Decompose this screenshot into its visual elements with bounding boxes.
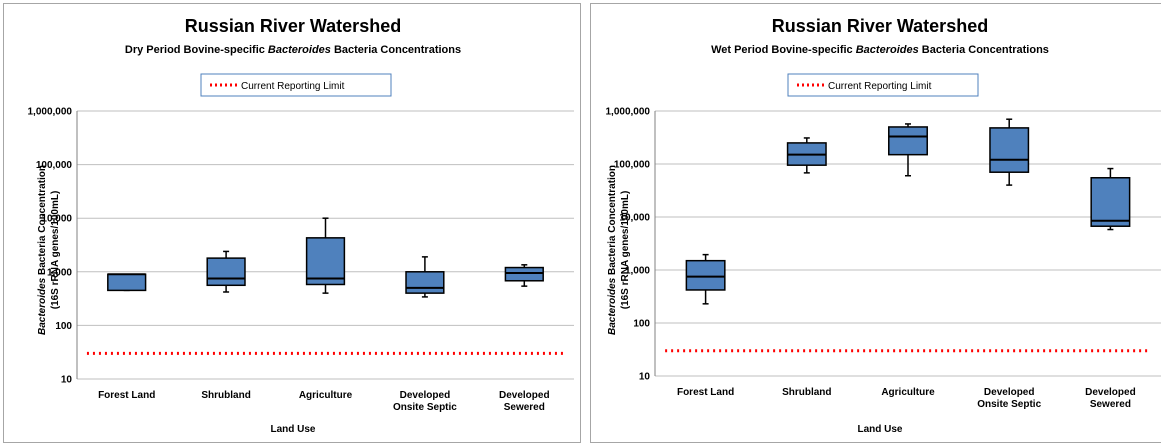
chart-svg-wet: Russian River Watershed Wet Period Bovin… <box>606 16 1161 435</box>
box <box>504 266 544 282</box>
y-axis-label: Bacteroides Bacteria Concentration <box>37 165 48 335</box>
y-tick-label: 10 <box>61 375 73 386</box>
chart-svg-dry: Russian River Watershed Dry Period Bovin… <box>28 16 574 435</box>
y-tick-label: 100,000 <box>36 160 73 171</box>
y-tick-label: 100,000 <box>614 160 651 171</box>
y-tick-label: 100 <box>633 319 650 330</box>
x-category-label: Developed <box>984 387 1035 398</box>
x-category-label: Shrubland <box>201 390 250 401</box>
x-category-label: Onsite Septic <box>393 402 457 413</box>
plot-area: 10 100 1,000 10,000 100,000 1,000,000 Forest L… <box>28 107 574 413</box>
y-tick-label: 1,000 <box>625 266 650 277</box>
chart-title: Russian River Watershed <box>185 16 401 36</box>
y-tick-label: 10,000 <box>619 213 650 224</box>
chart-panel-wet: Russian River Watershed Wet Period Bovin… <box>590 3 1161 443</box>
y-tick-label: 1,000,000 <box>606 107 651 118</box>
legend-label: Current Reporting Limit <box>241 81 345 92</box>
plot-area: 10 100 1,000 10,000 100,000 1,000,000 Forest L… <box>606 107 1161 410</box>
y-axis-label-units: (16S rRNA genes/100mL) <box>620 191 631 310</box>
x-axis-label: Land Use <box>857 424 902 435</box>
chart-subtitle: Dry Period Bovine-specific Bacteroides B… <box>125 44 461 56</box>
chart-title: Russian River Watershed <box>772 16 988 36</box>
x-category-label: Agriculture <box>881 387 935 398</box>
x-axis-label: Land Use <box>270 424 315 435</box>
x-category-label: Sewered <box>1090 399 1131 410</box>
x-category-label: Agriculture <box>299 390 353 401</box>
legend-box <box>200 73 392 97</box>
y-tick-label: 1,000,000 <box>28 107 73 118</box>
box <box>107 273 147 292</box>
box <box>685 259 726 291</box>
legend-label: Current Reporting Limit <box>828 81 932 92</box>
x-category-label: Forest Land <box>677 387 734 398</box>
legend-box <box>787 73 979 97</box>
y-axis-label-units: (16S rRNA genes/100mL) <box>50 191 61 310</box>
box <box>405 271 445 294</box>
x-category-label: Onsite Septic <box>977 399 1041 410</box>
x-category-label: Developed <box>499 390 550 401</box>
box <box>1090 177 1131 227</box>
x-category-label: Sewered <box>504 402 545 413</box>
y-axis-label: Bacteroides Bacteria Concentration <box>607 165 618 335</box>
y-tick-label: 1,000 <box>47 267 72 278</box>
x-category-label: Developed <box>1085 387 1136 398</box>
chart-panel-dry: Russian River Watershed Dry Period Bovin… <box>3 3 581 443</box>
y-tick-label: 10 <box>639 372 651 383</box>
box <box>305 237 346 286</box>
box <box>206 257 246 287</box>
x-category-label: Developed <box>400 390 451 401</box>
box <box>989 127 1030 173</box>
x-category-label: Shrubland <box>782 387 831 398</box>
y-tick-label: 10,000 <box>41 214 72 225</box>
x-category-label: Forest Land <box>98 390 155 401</box>
chart-subtitle: Wet Period Bovine-specific Bacteroides B… <box>711 44 1049 56</box>
box <box>888 126 928 156</box>
y-tick-label: 100 <box>55 321 72 332</box>
